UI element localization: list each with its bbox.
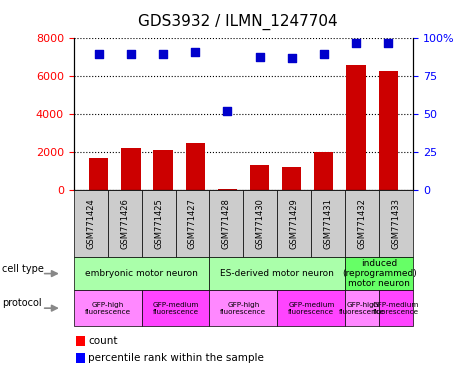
Text: GFP-high
fluorescence: GFP-high fluorescence	[85, 302, 131, 314]
Text: GSM771427: GSM771427	[188, 198, 197, 249]
Point	[320, 50, 328, 56]
Text: GFP-medium
fluorescence: GFP-medium fluorescence	[373, 302, 419, 314]
Text: GSM771433: GSM771433	[392, 198, 401, 249]
Point	[256, 53, 263, 60]
Text: GSM771424: GSM771424	[86, 198, 95, 249]
Point	[224, 108, 231, 114]
Bar	[314, 152, 333, 190]
Text: GSM771430: GSM771430	[256, 198, 265, 249]
Text: GFP-medium
fluorescence: GFP-medium fluorescence	[152, 302, 199, 314]
Bar	[153, 150, 173, 190]
Bar	[121, 148, 141, 190]
Text: induced
(reprogrammed)
motor neuron: induced (reprogrammed) motor neuron	[342, 259, 417, 288]
Point	[288, 55, 295, 61]
Text: GFP-high
fluorescence: GFP-high fluorescence	[220, 302, 266, 314]
Text: embryonic motor neuron: embryonic motor neuron	[85, 269, 198, 278]
Bar	[282, 167, 301, 190]
Text: count: count	[88, 336, 118, 346]
Bar	[89, 158, 108, 190]
Text: GSM771426: GSM771426	[120, 198, 129, 249]
Bar	[379, 71, 398, 190]
Point	[384, 40, 392, 46]
Bar	[218, 189, 237, 190]
Bar	[346, 65, 366, 190]
Text: GSM771432: GSM771432	[358, 198, 367, 249]
Text: protocol: protocol	[2, 298, 42, 308]
Text: GSM771431: GSM771431	[324, 198, 333, 249]
Text: GFP-medium
fluorescence: GFP-medium fluorescence	[288, 302, 334, 314]
Text: GSM771425: GSM771425	[154, 198, 163, 249]
Point	[352, 40, 360, 46]
Text: cell type: cell type	[2, 264, 44, 274]
Text: percentile rank within the sample: percentile rank within the sample	[88, 353, 264, 363]
Text: GDS3932 / ILMN_1247704: GDS3932 / ILMN_1247704	[138, 13, 337, 30]
Point	[127, 50, 135, 56]
Text: GFP-high
fluorescence: GFP-high fluorescence	[339, 302, 385, 314]
Bar	[186, 143, 205, 190]
Text: GSM771429: GSM771429	[290, 198, 299, 249]
Point	[191, 49, 199, 55]
Text: ES-derived motor neuron: ES-derived motor neuron	[220, 269, 334, 278]
Bar	[250, 166, 269, 190]
Point	[159, 50, 167, 56]
Point	[95, 50, 103, 56]
Text: GSM771428: GSM771428	[222, 198, 231, 249]
